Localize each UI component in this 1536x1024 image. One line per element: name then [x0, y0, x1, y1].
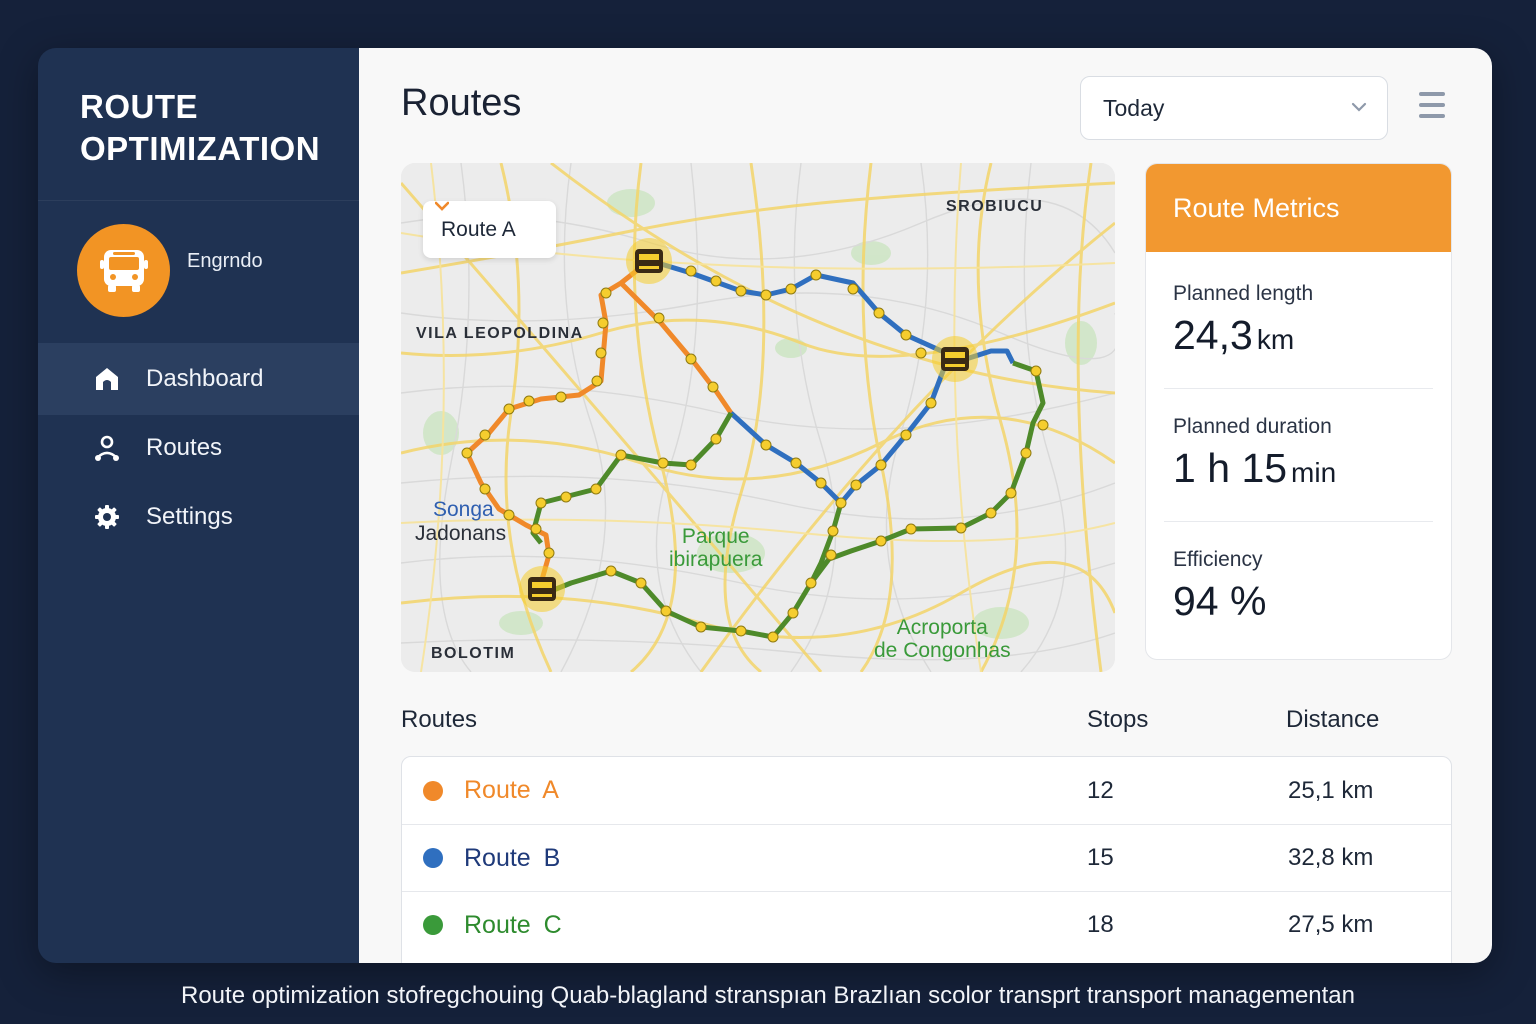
brand-line-1: ROUTE: [80, 88, 198, 125]
sidebar-nav: Dashboard Routes: [38, 343, 359, 553]
divider: [38, 200, 359, 201]
route-distance: 32,8 km: [1288, 844, 1374, 871]
metrics-title: Route Metrics: [1146, 164, 1451, 252]
home-icon: [93, 365, 121, 393]
route-stops: 15: [1087, 844, 1114, 871]
route-picker-value: Route A: [441, 217, 516, 241]
chevron-down-icon: [1351, 102, 1367, 112]
route-color-dot: [423, 780, 443, 801]
metric-value: 24,3 km: [1173, 312, 1433, 359]
page-title: Routes: [401, 82, 522, 124]
route-name: Route C: [464, 910, 562, 939]
route-stops: 18: [1087, 911, 1114, 938]
table-row-route-b[interactable]: Route B 15 32,8 km: [402, 824, 1451, 891]
divider: [1164, 521, 1433, 522]
map-label-acroporta-line2: de Congonhas: [874, 639, 1011, 662]
station-marker-east[interactable]: [932, 336, 978, 382]
gear-icon: [93, 503, 121, 531]
station-marker-north[interactable]: [626, 238, 672, 284]
route-stops: 12: [1087, 776, 1114, 804]
app-window: ROUTE OPTIMIZATION Engrndo: [38, 48, 1492, 963]
metric-label: Efficiency: [1173, 548, 1263, 571]
duration-hours-unit: h: [1207, 445, 1231, 491]
map-label-parque: Parque ibirapuera: [669, 525, 762, 571]
brand-line-2: OPTIMIZATION: [80, 130, 321, 167]
brand-title: ROUTE OPTIMIZATION: [80, 86, 350, 170]
stop-markers: [461, 265, 1049, 643]
route-name: Route B: [464, 843, 561, 872]
chevron-down-icon: [435, 201, 449, 211]
map-label-songa: Songa: [433, 498, 494, 521]
map-label-acroporta: Acroporta de Congonhas: [874, 616, 1011, 662]
sidebar-item-label: Routes: [146, 434, 223, 461]
table-header-routes: Routes: [401, 706, 478, 733]
metric-label: Planned duration: [1173, 415, 1332, 438]
metric-efficiency: Efficiency 94 %: [1173, 548, 1433, 625]
map-label-parque-line1: Parque: [681, 525, 750, 548]
table-header-stops: Stops: [1087, 706, 1149, 733]
route-color-dot: [423, 848, 443, 868]
metric-planned-duration: Planned duration 1 h 15 min: [1173, 415, 1433, 492]
route-distance: 27,5 km: [1288, 911, 1374, 938]
image-caption: Route optimization stofregchouing Quab-b…: [181, 982, 1355, 1009]
user-profile[interactable]: Engrndo: [77, 224, 263, 317]
duration-minutes: 15: [1241, 445, 1288, 491]
map-label-acroporta-line1: Acroporta: [896, 616, 988, 639]
sidebar-item-settings[interactable]: Settings: [38, 481, 359, 553]
sidebar-item-label: Dashboard: [146, 365, 264, 392]
route-distance: 25,1 km: [1288, 776, 1374, 804]
routes-table: Route A 12 25,1 km Route B 15 32,8 km Ro…: [401, 756, 1452, 963]
avatar: [77, 224, 170, 317]
map-label-jadonans: Jadonans: [415, 522, 507, 545]
map-label-srobiucu: SROBIUCU: [946, 198, 1044, 215]
sidebar-item-dashboard[interactable]: Dashboard: [38, 343, 359, 415]
route-c-line-3: [808, 502, 844, 585]
metric-value: 94 %: [1173, 578, 1267, 624]
date-filter-value: Today: [1103, 94, 1165, 121]
main-content: Routes Today: [359, 48, 1492, 963]
map-label-bolotim: BOLOTIM: [431, 645, 516, 662]
bus-icon: [99, 249, 148, 292]
planned-length-value: 24,3: [1173, 312, 1253, 358]
map-label-vila-leopoldina: VILA LEOPOLDINA: [416, 325, 584, 342]
metric-value: 1 h 15 min: [1173, 445, 1433, 492]
planned-length-unit: km: [1256, 324, 1295, 355]
user-pin-icon: [93, 434, 121, 462]
station-marker-south[interactable]: [519, 566, 565, 612]
duration-hours: 1: [1173, 445, 1196, 491]
duration-minutes-unit: min: [1291, 457, 1337, 488]
map-label-parque-line2: ibirapuera: [669, 548, 763, 571]
table-header-distance: Distance: [1286, 706, 1380, 733]
sidebar-item-routes[interactable]: Routes: [38, 412, 359, 484]
route-name: Route A: [464, 776, 559, 804]
route-color-dot: [423, 915, 443, 935]
route-picker[interactable]: Route A: [423, 201, 556, 258]
user-name: Engrndo: [187, 250, 263, 272]
sidebar-item-label: Settings: [146, 503, 233, 530]
route-c-line-2: [540, 360, 1046, 640]
date-filter-select[interactable]: Today: [1080, 76, 1388, 140]
route-metrics-card: Route Metrics Planned length 24,3 km Plan…: [1145, 163, 1452, 660]
route-map[interactable]: Route A SROBIUCU VILA LEOPOLDINA Songa J…: [401, 163, 1115, 672]
metric-label: Planned length: [1173, 282, 1314, 305]
table-row-route-a[interactable]: Route A 12 25,1 km: [402, 757, 1451, 824]
sidebar: ROUTE OPTIMIZATION Engrndo: [38, 48, 359, 963]
divider: [1164, 388, 1433, 389]
table-row-route-c[interactable]: Route C 18 27,5 km: [402, 891, 1451, 958]
metric-planned-length: Planned length 24,3 km: [1173, 282, 1433, 359]
hamburger-menu-icon[interactable]: [1419, 92, 1453, 124]
